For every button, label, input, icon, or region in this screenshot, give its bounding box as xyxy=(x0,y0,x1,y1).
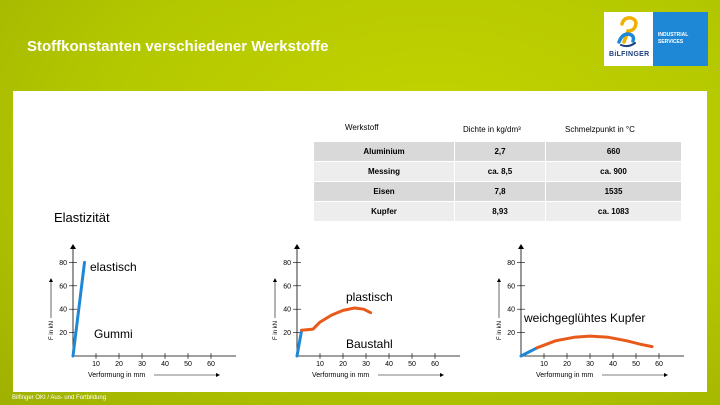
chart-kupfer: 20 40 60 80 10 20 30 40 50 60 Verformung in mm F in… xyxy=(497,244,684,379)
x-axis-label: Verformung in mm xyxy=(312,372,369,379)
x-tick-label: 10 xyxy=(92,361,100,368)
chart-baustahl: 20 40 60 80 10 20 30 40 50 60 Verformung in mm F in… xyxy=(273,244,460,379)
table-header-schmelzpunkt: Schmelzpunkt in °C xyxy=(565,125,635,134)
x-label-arrowhead xyxy=(440,373,444,377)
table-cell: Kupfer xyxy=(313,201,455,222)
x-tick-label: 30 xyxy=(138,361,146,368)
x-tick-label: 10 xyxy=(540,361,548,368)
x-tick-label: 10 xyxy=(316,361,324,368)
x-tick-label: 30 xyxy=(362,361,370,368)
logo-line-2: SERVICES xyxy=(658,39,684,45)
y-axis-arrow xyxy=(70,244,76,249)
x-tick-label: 60 xyxy=(431,361,439,368)
y-tick-label: 40 xyxy=(507,307,515,314)
series-line xyxy=(535,334,654,350)
table-cell: 1535 xyxy=(545,181,682,202)
chart-gummi: 20 40 60 80 10 20 30 40 50 60 Verformung in mm F in… xyxy=(49,244,236,379)
y-tick-label: 40 xyxy=(59,307,67,314)
table-cell: 660 xyxy=(545,141,682,162)
chart-annotation: Baustahl xyxy=(346,337,393,351)
table-header-dichte: Dichte in kg/dm³ xyxy=(463,125,521,134)
table-cell: Aluminium xyxy=(313,141,455,162)
y-axis-arrow xyxy=(294,244,300,249)
y-axis-label: F in kN xyxy=(497,321,503,340)
chart-annotation: elastisch xyxy=(90,260,137,274)
y-tick-label: 60 xyxy=(283,283,291,290)
table-cell: 7,8 xyxy=(454,181,546,202)
series-line xyxy=(300,306,373,332)
y-tick-label: 20 xyxy=(283,330,291,337)
y-tick-label: 80 xyxy=(59,260,67,267)
slide-title: Stoffkonstanten verschiedener Werkstoffe xyxy=(27,38,329,55)
y-label-arrowhead xyxy=(497,278,501,282)
x-tick-label: 60 xyxy=(655,361,663,368)
series-line xyxy=(71,260,86,358)
table-cell: 8,93 xyxy=(454,201,546,222)
y-axis-arrow xyxy=(518,244,524,249)
section-heading: Elastizität xyxy=(54,210,110,225)
table-cell: Messing xyxy=(313,161,455,182)
table-row: Aluminium 2,7 660 xyxy=(313,141,682,162)
y-label-arrowhead xyxy=(49,278,53,282)
x-tick-label: 40 xyxy=(161,361,169,368)
table-cell: 2,7 xyxy=(454,141,546,162)
x-axis-label: Verformung in mm xyxy=(88,372,145,379)
table-cell: ca. 8,5 xyxy=(454,161,546,182)
x-label-arrowhead xyxy=(664,373,668,377)
x-tick-label: 20 xyxy=(339,361,347,368)
series-line xyxy=(295,328,304,358)
y-tick-label: 80 xyxy=(507,260,515,267)
x-tick-label: 20 xyxy=(115,361,123,368)
x-tick-label: 50 xyxy=(184,361,192,368)
y-axis-label: F in kN xyxy=(49,321,55,340)
x-tick-label: 60 xyxy=(207,361,215,368)
y-label-arrowhead xyxy=(273,278,277,282)
footer-text: Bilfinger OKI / Aus- und Fortbildung xyxy=(12,395,107,401)
y-tick-label: 20 xyxy=(59,330,67,337)
y-tick-label: 60 xyxy=(507,283,515,290)
x-tick-label: 30 xyxy=(586,361,594,368)
table-row: Kupfer 8,93 ca. 1083 xyxy=(313,201,682,222)
table-cell: Eisen xyxy=(313,181,455,202)
table-header-werkstoff: Werkstoff xyxy=(345,123,379,132)
chart-annotation: plastisch xyxy=(346,290,393,304)
y-axis-label: F in kN xyxy=(273,321,279,340)
chart-annotation: Gummi xyxy=(94,327,133,341)
x-tick-label: 40 xyxy=(385,361,393,368)
table-row: Messing ca. 8,5 ca. 900 xyxy=(313,161,682,182)
logo-band: INDUSTRIAL SERVICES xyxy=(653,12,708,66)
material-table: Aluminium 2,7 660 Messing ca. 8,5 ca. 90… xyxy=(313,141,682,222)
logo-line-1: INDUSTRIAL xyxy=(658,32,689,38)
x-tick-label: 50 xyxy=(408,361,416,368)
x-label-arrowhead xyxy=(216,373,220,377)
table-row: Eisen 7,8 1535 xyxy=(313,181,682,202)
x-tick-label: 50 xyxy=(632,361,640,368)
company-logo: BiLFINGER INDUSTRIAL SERVICES xyxy=(604,12,708,66)
y-tick-label: 60 xyxy=(59,283,67,290)
logo-mark-icon xyxy=(617,16,638,48)
logo-wordmark: BiLFINGER xyxy=(609,51,650,58)
y-tick-label: 20 xyxy=(507,330,515,337)
y-tick-label: 40 xyxy=(283,307,291,314)
x-tick-label: 40 xyxy=(609,361,617,368)
y-tick-label: 80 xyxy=(283,260,291,267)
x-axis-label: Verformung in mm xyxy=(536,372,593,379)
table-cell: ca. 900 xyxy=(545,161,682,182)
chart-annotation: weichgeglühtes Kupfer xyxy=(523,311,645,325)
x-tick-label: 20 xyxy=(563,361,571,368)
table-cell: ca. 1083 xyxy=(545,201,682,222)
series-line xyxy=(519,346,539,358)
